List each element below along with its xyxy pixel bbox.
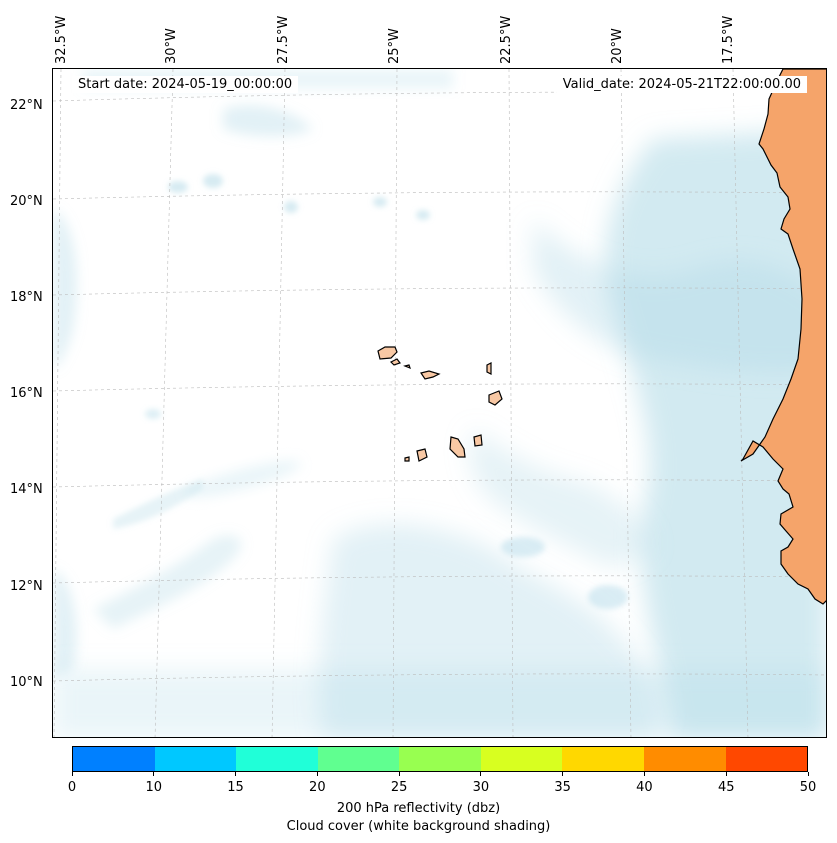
- colorbar-tick-label: 30: [472, 780, 490, 795]
- colorbar-tick-mark: [725, 772, 727, 776]
- colorbar-tick-label: 15: [227, 780, 244, 795]
- cape-verde-islands: [377, 346, 503, 462]
- valid-date-label: Valid_date: 2024-05-21T22:00:00.00: [556, 76, 807, 93]
- lat-label-18: 18°N: [10, 290, 43, 305]
- lon-label-32-5: 32.5°W: [54, 15, 69, 64]
- colorbar-tick-mark: [71, 772, 73, 776]
- lat-label-16: 16°N: [10, 386, 43, 401]
- lat-label-12: 12°N: [10, 579, 43, 594]
- colorbar-tick-label: 25: [390, 780, 408, 795]
- island-boa-vista: [488, 390, 503, 406]
- colorbar-segment: [236, 747, 318, 771]
- colorbar-tick-label: 20: [309, 780, 326, 795]
- colorbar-tick-mark: [316, 772, 318, 776]
- lat-label-10: 10°N: [10, 675, 43, 690]
- colorbar-segment: [73, 747, 155, 771]
- island-sao-nicolau: [420, 370, 441, 380]
- colorbar-tick-mark: [398, 772, 400, 776]
- island-santo-antao: [377, 346, 398, 360]
- colorbar-segment: [480, 747, 563, 771]
- island-santiago: [449, 436, 466, 458]
- island-maio: [473, 434, 483, 447]
- island-fogo: [416, 448, 428, 462]
- colorbar-label: 200 hPa reflectivity (dbz): [336, 801, 501, 816]
- colorbar-tick-mark: [562, 772, 564, 776]
- island-sal: [486, 362, 492, 375]
- start-date-label: Start date: 2024-05-19_00:00:00: [72, 76, 299, 93]
- colorbar-tick-mark: [480, 772, 482, 776]
- colorbar-segment: [399, 747, 481, 771]
- lat-label-14: 14°N: [10, 482, 43, 497]
- colorbar-sublabel: Cloud cover (white background shading): [286, 819, 551, 834]
- lon-label-22-5: 22.5°W: [499, 15, 514, 64]
- africa-landmass: [740, 69, 826, 605]
- colorbar-tick-label: 50: [799, 780, 817, 795]
- lon-label-30: 30°W: [164, 28, 179, 64]
- colorbar-segment: [725, 747, 808, 771]
- colorbar-segment: [154, 747, 237, 771]
- colorbar-tick-label: 35: [554, 780, 571, 795]
- lon-label-27-5: 27.5°W: [276, 15, 291, 64]
- lat-label-22: 22°N: [10, 98, 43, 113]
- island-sao-vicente: [389, 358, 401, 366]
- reflectivity-colorbar: [72, 746, 808, 772]
- island-santa-luzia: [403, 364, 411, 370]
- lat-label-20: 20°N: [10, 194, 43, 209]
- map-canvas: [53, 69, 826, 737]
- lon-label-17-5: 17.5°W: [721, 15, 736, 64]
- colorbar-tick-label: 10: [145, 780, 163, 795]
- colorbar-tick-mark: [153, 772, 155, 776]
- map-plot-area: [52, 68, 827, 738]
- colorbar-tick-label: 45: [717, 780, 735, 795]
- graticule: [53, 69, 826, 737]
- colorbar-segment: [643, 747, 726, 771]
- cloud-cover-layer: [53, 69, 826, 737]
- colorbar-tick-mark: [807, 772, 809, 776]
- lon-label-20: 20°W: [610, 28, 625, 64]
- lon-label-25: 25°W: [387, 28, 402, 64]
- colorbar-tick-label: 0: [67, 780, 77, 795]
- colorbar-segment: [317, 747, 400, 771]
- colorbar-tick-label: 40: [636, 780, 653, 795]
- colorbar-segment: [562, 747, 644, 771]
- island-brava: [404, 456, 410, 462]
- colorbar-tick-mark: [235, 772, 237, 776]
- colorbar-tick-mark: [643, 772, 645, 776]
